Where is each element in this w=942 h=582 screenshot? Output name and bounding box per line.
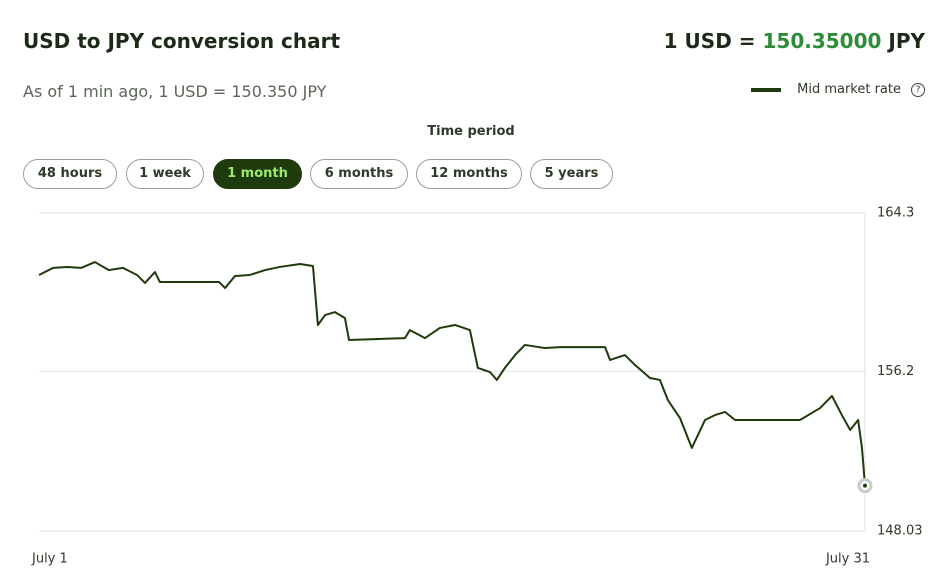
y-tick-label: 164.3: [877, 206, 914, 221]
period-button[interactable]: 6 months: [310, 159, 408, 189]
title: USD to JPY conversion chart: [23, 29, 341, 53]
line: [38, 261, 866, 486]
period-button[interactable]: 12 months: [416, 159, 522, 189]
legend-swatch: [751, 87, 782, 92]
x-tick-label: July 31: [825, 552, 870, 567]
y-tick-label: 156.2: [877, 364, 914, 379]
rate-value: 150.35000: [762, 29, 882, 53]
period-button-active[interactable]: 1 month: [213, 159, 302, 189]
help-icon[interactable]: ?: [911, 82, 925, 97]
subtitle: As of 1 min ago, 1 USD = 150.350 JPY: [23, 82, 327, 101]
x-tick-label: July 1: [31, 552, 68, 567]
y-tick-label: 148.03: [877, 524, 923, 539]
end-dot: [863, 483, 867, 488]
period-button[interactable]: 1 week: [126, 159, 204, 189]
rate-suffix: JPY: [888, 29, 925, 53]
period-button[interactable]: 48 hours: [23, 159, 117, 189]
legend: Mid market rate?: [751, 82, 925, 97]
rate-prefix: 1 USD =: [663, 29, 756, 53]
period-label: Time period: [427, 124, 515, 139]
legend-label: Mid market rate: [797, 82, 901, 97]
rate: 1 USD = 150.35000 JPY: [664, 29, 925, 53]
period-button[interactable]: 5 years: [530, 159, 613, 189]
